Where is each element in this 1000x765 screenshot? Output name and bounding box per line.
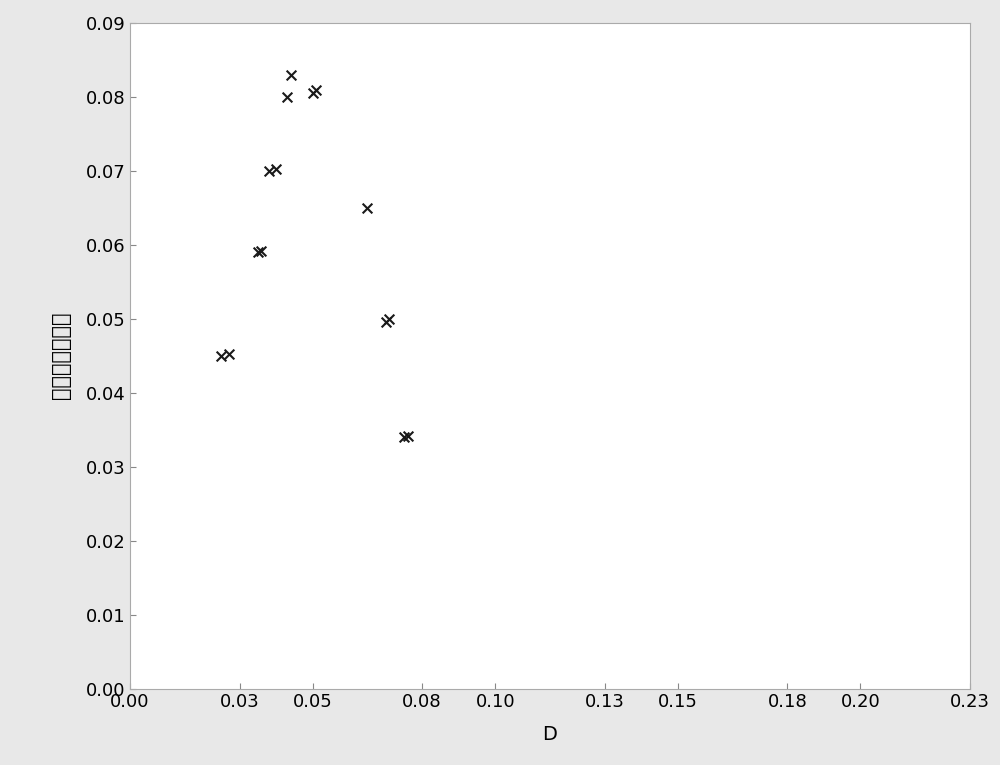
Point bbox=[221, 348, 237, 360]
Point bbox=[253, 245, 269, 257]
Point bbox=[268, 163, 284, 175]
Point bbox=[279, 91, 295, 103]
Point bbox=[283, 69, 299, 81]
Point bbox=[213, 350, 229, 362]
Point bbox=[378, 317, 394, 329]
Point bbox=[381, 313, 397, 325]
X-axis label: D: D bbox=[543, 725, 557, 744]
Y-axis label: 绝对禁带相对值: 绝对禁带相对值 bbox=[52, 312, 72, 399]
Point bbox=[359, 202, 375, 214]
Point bbox=[308, 83, 324, 96]
Point bbox=[396, 431, 412, 443]
Point bbox=[400, 429, 416, 441]
Point bbox=[305, 87, 321, 99]
Point bbox=[250, 246, 266, 259]
Point bbox=[261, 164, 277, 177]
